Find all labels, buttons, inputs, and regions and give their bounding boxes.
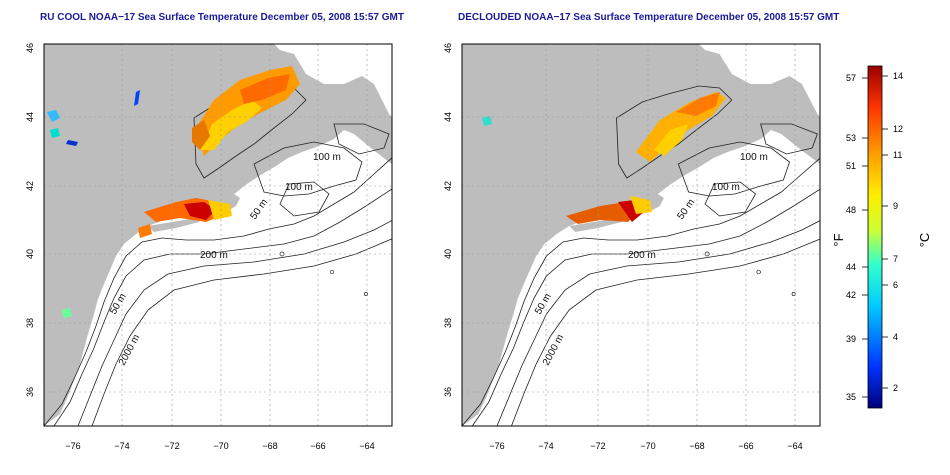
right-x-tick-0: −76 (489, 441, 504, 451)
right-x-tick-5: −66 (738, 441, 753, 451)
left-x-tick-6: −64 (359, 441, 374, 451)
left-x-tick-1: −74 (114, 441, 129, 451)
left-y-axis: 46 44 42 40 38 36 (25, 43, 35, 397)
f-tick-4: 44 (846, 262, 856, 272)
left-x-tick-2: −72 (164, 441, 179, 451)
left-map-content: 100 m 100 m 50 m 200 m 50 m 2000 m (44, 44, 392, 426)
left-map-panel: 100 m 100 m 50 m 200 m 50 m 2000 m −76 −… (25, 43, 393, 451)
left-y-tick-0: 46 (25, 43, 35, 53)
colorbar-fahrenheit-ticks: 57 53 51 48 44 42 39 35 (846, 73, 856, 402)
right-x-axis: −76 −74 −72 −70 −68 −66 −64 (489, 441, 802, 451)
colorbar-fahrenheit-label: °F (831, 233, 846, 246)
right-x-tick-1: −74 (538, 441, 553, 451)
right-x-tick-3: −70 (640, 441, 655, 451)
left-y-tick-4: 38 (25, 318, 35, 328)
left-y-tick-1: 44 (25, 112, 35, 122)
c-tick-5: 6 (893, 280, 898, 290)
contour-label-left-2: 100 m (285, 182, 313, 193)
c-tick-0: 14 (893, 71, 903, 81)
left-x-tick-4: −68 (262, 441, 277, 451)
colorbar-gradient (867, 65, 883, 409)
f-tick-7: 35 (846, 392, 856, 402)
right-x-tick-4: −68 (689, 441, 704, 451)
colorbar-celsius-label: °C (917, 233, 932, 248)
left-panel-title: RU COOL NOAA−17 Sea Surface Temperature … (40, 12, 404, 23)
left-y-tick-2: 42 (25, 181, 35, 191)
left-x-tick-5: −66 (310, 441, 325, 451)
right-y-tick-0: 46 (443, 43, 453, 53)
left-y-tick-3: 40 (25, 249, 35, 259)
right-y-tick-3: 40 (443, 249, 453, 259)
f-tick-2: 51 (846, 161, 856, 171)
right-grid (462, 44, 820, 426)
f-tick-1: 53 (846, 133, 856, 143)
left-grid (44, 44, 392, 426)
c-tick-7: 2 (893, 383, 898, 393)
right-y-tick-4: 38 (443, 318, 453, 328)
right-x-tick-2: −72 (590, 441, 605, 451)
right-map-panel: 100 m 100 m 50 m 200 m 50 m 2000 m −76 −… (443, 43, 821, 451)
contour-label-right-1: 100 m (740, 152, 768, 163)
right-x-tick-6: −64 (787, 441, 802, 451)
contour-label-left-1: 100 m (313, 152, 341, 163)
temperature-colorbar: 57 53 51 48 44 42 39 35 14 12 11 9 7 6 4 (831, 65, 932, 409)
right-panel-title: DECLOUDED NOAA−17 Sea Surface Temperatur… (458, 12, 840, 23)
sst-overlay-right (482, 92, 726, 224)
f-tick-3: 48 (846, 205, 856, 215)
right-y-tick-1: 44 (443, 112, 453, 122)
left-x-axis: −76 −74 −72 −70 −68 −66 −64 (65, 441, 374, 451)
f-tick-6: 39 (846, 334, 856, 344)
f-tick-5: 42 (846, 290, 856, 300)
c-tick-3: 9 (893, 201, 898, 211)
left-x-tick-0: −76 (65, 441, 80, 451)
colorbar-celsius-ticks: 14 12 11 9 7 6 4 2 (893, 71, 903, 393)
left-x-tick-3: −70 (213, 441, 228, 451)
right-map-content: 100 m 100 m 50 m 200 m 50 m 2000 m (462, 44, 820, 426)
contour-label-right-4: 200 m (628, 250, 656, 261)
right-y-tick-2: 42 (443, 181, 453, 191)
contour-label-left-4: 200 m (200, 250, 228, 261)
c-tick-6: 4 (893, 332, 898, 342)
sst-overlay-left (47, 66, 300, 318)
left-y-tick-5: 36 (25, 387, 35, 397)
f-tick-0: 57 (846, 73, 856, 83)
c-tick-1: 12 (893, 124, 903, 134)
c-tick-2: 11 (893, 150, 902, 160)
right-y-tick-5: 36 (443, 387, 453, 397)
right-y-axis: 46 44 42 40 38 36 (443, 43, 453, 397)
contour-label-right-2: 100 m (712, 182, 740, 193)
c-tick-4: 7 (893, 254, 898, 264)
